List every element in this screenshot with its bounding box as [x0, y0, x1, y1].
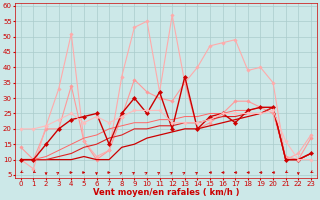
X-axis label: Vent moyen/en rafales ( km/h ): Vent moyen/en rafales ( km/h ) [92, 188, 239, 197]
